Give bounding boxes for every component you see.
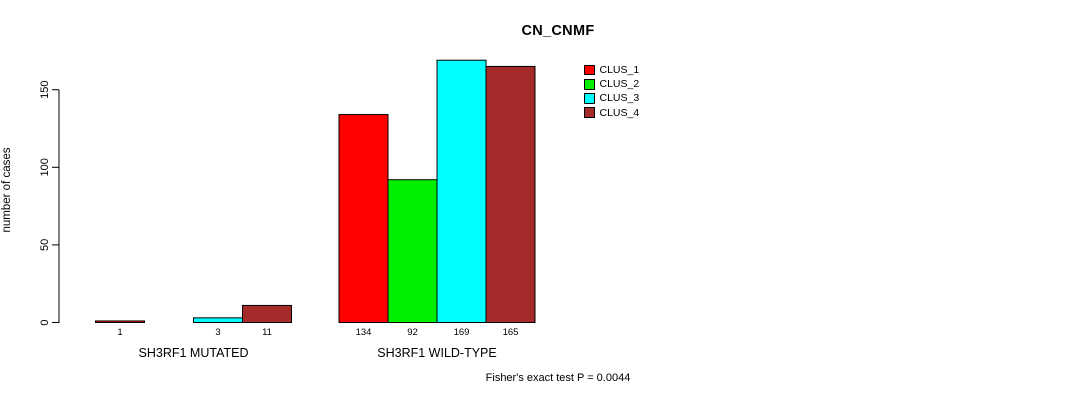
group-label: SH3RF1 WILD-TYPE (377, 346, 496, 360)
legend-label: CLUS_4 (599, 106, 640, 119)
bar-clus_1 (95, 320, 145, 323)
bar-value-label: 165 (503, 327, 519, 338)
legend-item: CLUS_3 (584, 91, 639, 105)
bar-value-label: 1 (117, 327, 122, 338)
y-axis-tick-label: 0 (39, 319, 51, 325)
bar-clus_4 (485, 65, 536, 323)
bar-value-label: 11 (262, 327, 272, 338)
y-axis-tick-label: 150 (39, 81, 51, 99)
legend-swatch (584, 93, 595, 104)
fisher-exact-test-annotation: Fisher's exact test P = 0.0044 (485, 372, 631, 384)
legend-swatch (584, 107, 595, 118)
legend: CLUS_1 CLUS_2 CLUS_3 CLUS_4 (584, 63, 639, 120)
bar-clus_1 (338, 114, 389, 323)
bar-value-label: 169 (454, 327, 470, 338)
legend-label: CLUS_3 (599, 92, 640, 105)
legend-item: CLUS_1 (584, 63, 639, 77)
bar-clus_3 (193, 317, 243, 323)
y-axis-title: number of cases (1, 147, 13, 232)
legend-swatch (584, 64, 595, 76)
legend-label: CLUS_2 (599, 78, 640, 91)
bar-clus_2 (387, 179, 438, 323)
legend-item: CLUS_2 (584, 77, 639, 91)
legend-item: CLUS_4 (584, 106, 639, 120)
y-axis-tick-label: 50 (39, 239, 51, 251)
bar-clus_3 (436, 59, 487, 323)
bar-value-label: 92 (407, 327, 418, 338)
legend-label: CLUS_1 (599, 64, 640, 77)
bar-value-label: 3 (215, 327, 220, 338)
bar-clus_4 (242, 304, 292, 324)
legend-swatch (584, 79, 595, 90)
group-label: SH3RF1 MUTATED (139, 346, 249, 360)
chart-title: CN_CNMF (521, 23, 595, 39)
y-axis-tick-label: 100 (39, 158, 51, 176)
bar-value-label: 134 (356, 327, 372, 338)
